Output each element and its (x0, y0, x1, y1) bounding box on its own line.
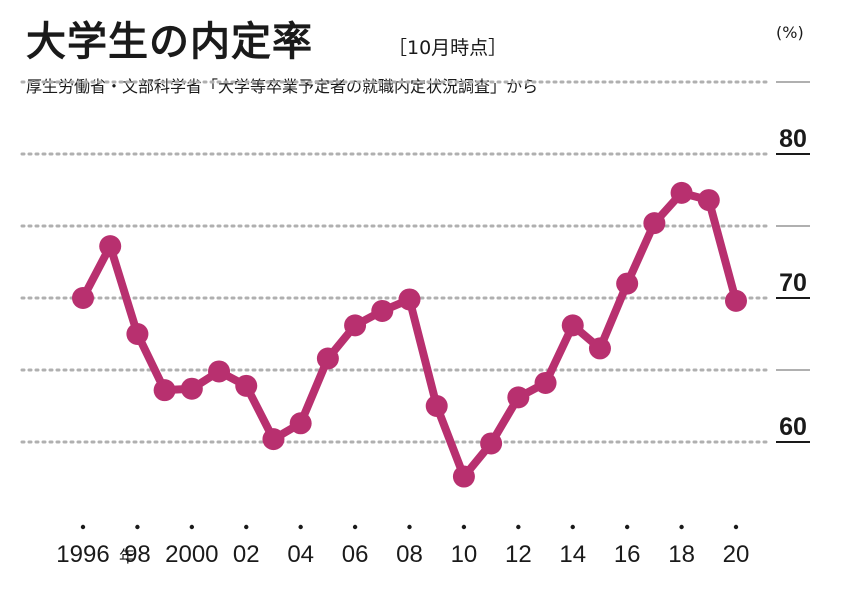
series-line-group (72, 181, 747, 488)
x-tick-dot-2004 (298, 524, 303, 530)
data-point-2010 (452, 465, 475, 488)
data-point-2000 (180, 377, 203, 400)
x-axis-labels: 1996 年98 2000 02 04 06 08 10 12 14 16 18 20 (56, 541, 749, 568)
x-tick-dot-2012 (516, 524, 521, 530)
y-unit-label: (%) (776, 23, 804, 42)
data-point-2018 (670, 181, 693, 204)
data-point-1999 (153, 379, 176, 402)
x-tick-label-2016: 16 (614, 541, 641, 568)
x-tick-dot-2020 (733, 524, 739, 530)
y-tick-label-80: 80 (779, 125, 807, 153)
x-tick-dot-2002 (244, 524, 249, 530)
data-point-1996 (72, 287, 94, 309)
x-tick-label-2002: 02 (233, 541, 260, 568)
x-tick-label-2020: 20 (723, 541, 750, 568)
x-tick-label-2004: 04 (287, 541, 314, 568)
x-tick-dot-2010 (461, 524, 467, 530)
data-point-2004 (289, 412, 312, 435)
chart-title: 大学生の内定率 (26, 19, 313, 65)
x-tick-label-2012: 12 (505, 541, 532, 568)
x-tick-label-1996: 1996 (56, 541, 109, 568)
data-point-2005 (316, 347, 339, 370)
data-point-2013 (534, 371, 557, 394)
x-tick-dot-1996 (80, 524, 86, 530)
data-point-2014 (561, 314, 584, 337)
series-line (79, 188, 740, 481)
x-tick-dot-2018 (679, 524, 684, 530)
data-point-2019 (697, 189, 720, 212)
x-tick-label-1998: 98 (124, 541, 151, 568)
x-tick-dot-2006 (352, 524, 358, 530)
data-point-2009 (425, 395, 448, 417)
data-point-2001 (208, 360, 231, 383)
x-tick-label-2006: 06 (342, 541, 369, 568)
y-tick-label-70: 70 (779, 269, 807, 297)
x-tick-label-2018: 18 (668, 541, 695, 568)
x-tick-dot-1998 (135, 524, 140, 530)
x-axis-ticks (80, 524, 739, 530)
data-point-2011 (480, 432, 503, 455)
x-tick-label-2014: 14 (559, 541, 586, 568)
x-tick-label-suffix: 年 (119, 548, 135, 566)
data-point-2003 (262, 428, 285, 451)
gridlines (20, 80, 810, 444)
x-tick-dot-2008 (407, 524, 412, 530)
x-tick-label-2000: 2000 (165, 541, 218, 568)
x-tick-dot-2016 (624, 524, 630, 530)
data-point-2015 (588, 337, 611, 360)
data-point-2006 (344, 314, 367, 337)
x-tick-label-2010: 10 (451, 541, 478, 568)
data-point-2008 (398, 288, 421, 311)
y-axis-labels: 80 70 60 (779, 125, 807, 441)
chart-subtitle: ［10月時点］ (388, 37, 508, 59)
data-point-1998 (126, 323, 149, 345)
data-point-2020 (725, 289, 747, 312)
x-tick-dot-2000 (189, 524, 195, 530)
data-point-2016 (616, 272, 639, 295)
data-point-2007 (371, 299, 394, 322)
x-tick-label-2008: 08 (396, 541, 423, 568)
data-point-1997 (99, 235, 122, 258)
data-point-2012 (507, 386, 530, 409)
data-point-2002 (235, 374, 258, 397)
data-point-2017 (643, 212, 666, 235)
x-tick-dot-2014 (570, 524, 575, 530)
y-tick-label-60: 60 (779, 413, 807, 441)
